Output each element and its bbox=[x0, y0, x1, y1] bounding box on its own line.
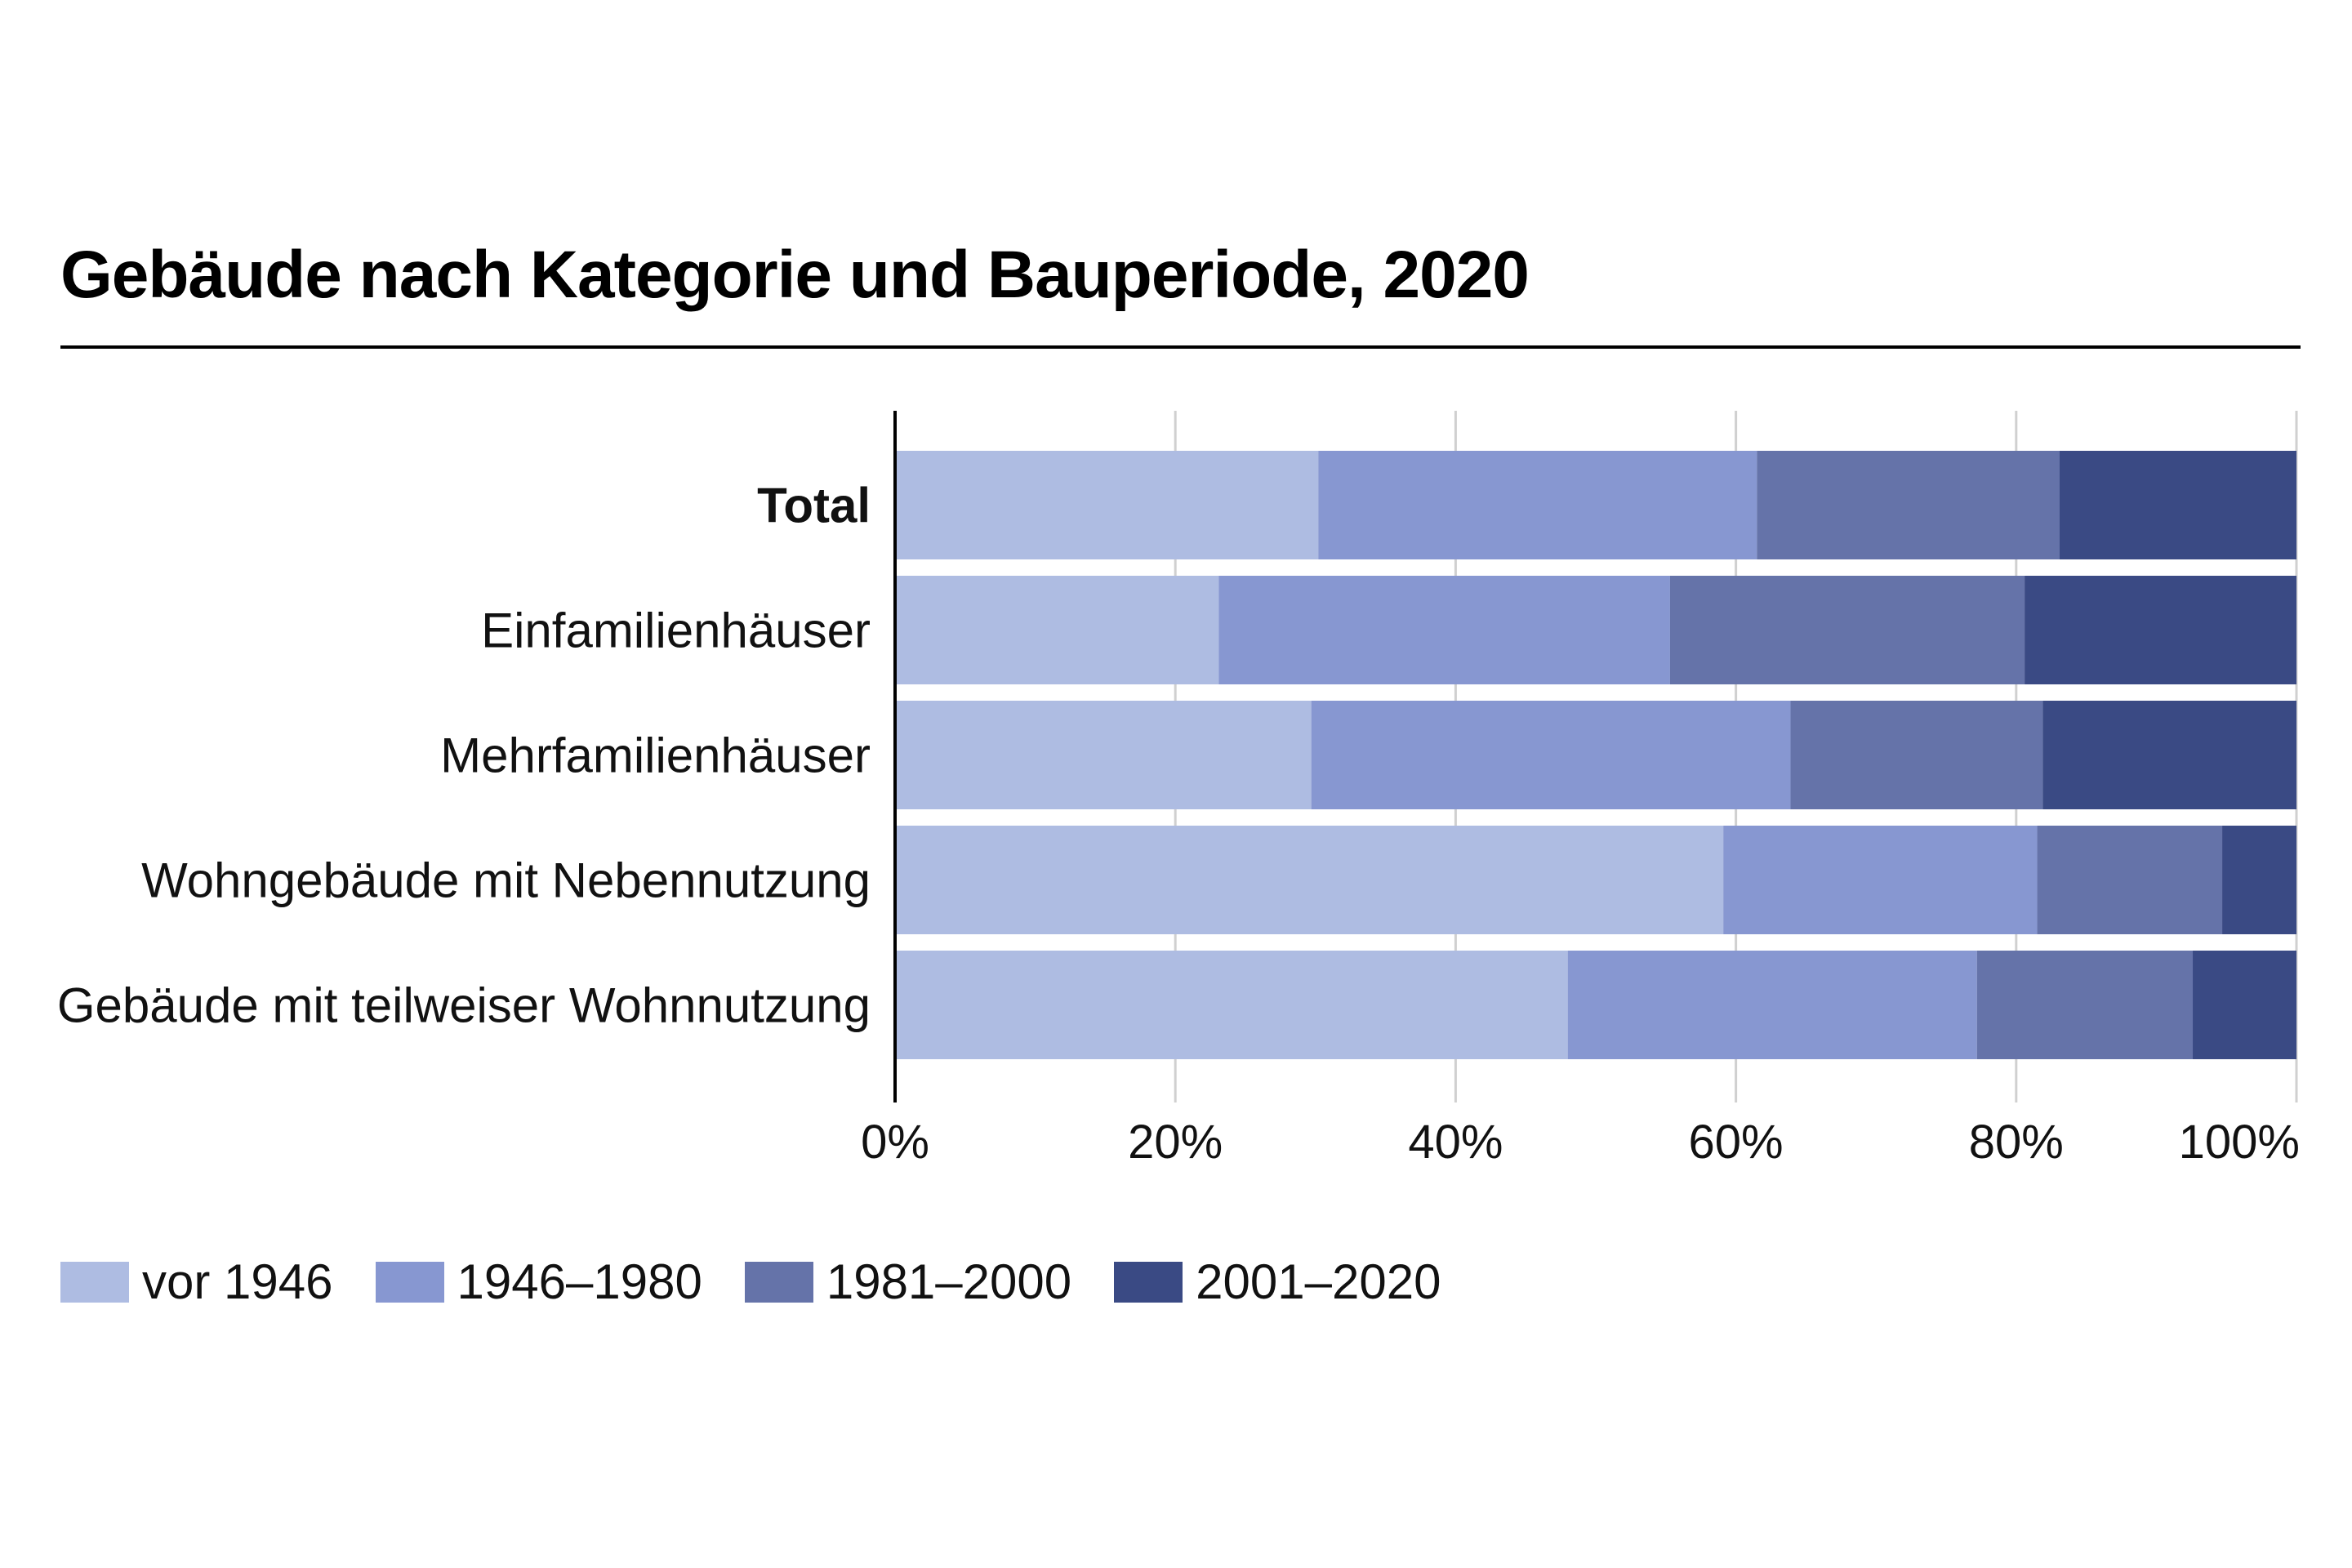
legend-label: 1981–2000 bbox=[826, 1254, 1072, 1309]
legend-item: 1946–1980 bbox=[375, 1254, 702, 1310]
category-label: Wohngebäude mit Nebennutzung bbox=[141, 853, 871, 908]
bar-segment bbox=[2193, 951, 2296, 1059]
bars bbox=[895, 451, 2296, 1059]
legend-item: 2001–2020 bbox=[1114, 1254, 1441, 1310]
legend-item: 1981–2000 bbox=[744, 1254, 1072, 1310]
legend-swatch bbox=[60, 1261, 129, 1303]
bar-segment bbox=[1723, 826, 2038, 934]
legend-swatch bbox=[375, 1261, 444, 1303]
bar-segment bbox=[895, 576, 1219, 684]
bar-segment bbox=[895, 826, 1724, 934]
x-tick-label: 40% bbox=[1408, 1116, 1503, 1169]
bar-segment bbox=[1669, 576, 2025, 684]
category-label: Einfamilienhäuser bbox=[481, 604, 871, 658]
category-labels: Total Einfamilienhäuser Mehrfamilienhäuser… bbox=[57, 479, 871, 1033]
legend-label: vor 1946 bbox=[142, 1254, 333, 1309]
bar-segment bbox=[1757, 451, 2060, 559]
bar-segment bbox=[2042, 701, 2296, 809]
legend-swatch bbox=[744, 1261, 813, 1303]
legend: vor 1946 1946–1980 1981–2000 2001–2020 bbox=[60, 1254, 1483, 1310]
bar-segment bbox=[2222, 826, 2296, 934]
x-tick-label: 20% bbox=[1128, 1116, 1223, 1169]
x-tick-label: 0% bbox=[861, 1116, 929, 1169]
x-axis-ticks: 0% 20% 40% 60% 80% 100% bbox=[861, 1116, 2300, 1169]
bar-segment bbox=[1318, 451, 1757, 559]
bar-segment bbox=[2059, 451, 2296, 559]
bar-segment bbox=[895, 951, 1568, 1059]
bar-segment bbox=[2037, 826, 2223, 934]
stacked-bar-chart: Total Einfamilienhäuser Mehrfamilienhäuser… bbox=[57, 411, 2300, 1169]
category-label: Gebäude mit teilweiser Wohnnutzung bbox=[57, 978, 871, 1033]
title-divider bbox=[60, 345, 2301, 349]
bar-segment bbox=[1218, 576, 1670, 684]
legend-label: 2001–2020 bbox=[1196, 1254, 1441, 1309]
bar-segment bbox=[2025, 576, 2296, 684]
chart-title: Gebäude nach Kategorie und Bauperiode, 2… bbox=[60, 238, 1530, 312]
x-tick-label: 60% bbox=[1689, 1116, 1784, 1169]
x-tick-label: 100% bbox=[2179, 1116, 2300, 1169]
bar-segment bbox=[895, 701, 1312, 809]
bar-segment bbox=[1311, 701, 1791, 809]
bar-segment bbox=[1976, 951, 2194, 1059]
category-label: Mehrfamilienhäuser bbox=[440, 728, 871, 783]
legend-swatch bbox=[1114, 1261, 1183, 1303]
legend-item: vor 1946 bbox=[60, 1254, 333, 1310]
bar-segment bbox=[1567, 951, 1977, 1059]
bar-segment bbox=[1790, 701, 2043, 809]
category-label: Total bbox=[757, 479, 871, 533]
legend-label: 1946–1980 bbox=[457, 1254, 702, 1309]
x-tick-label: 80% bbox=[1969, 1116, 2064, 1169]
bar-segment bbox=[895, 451, 1319, 559]
